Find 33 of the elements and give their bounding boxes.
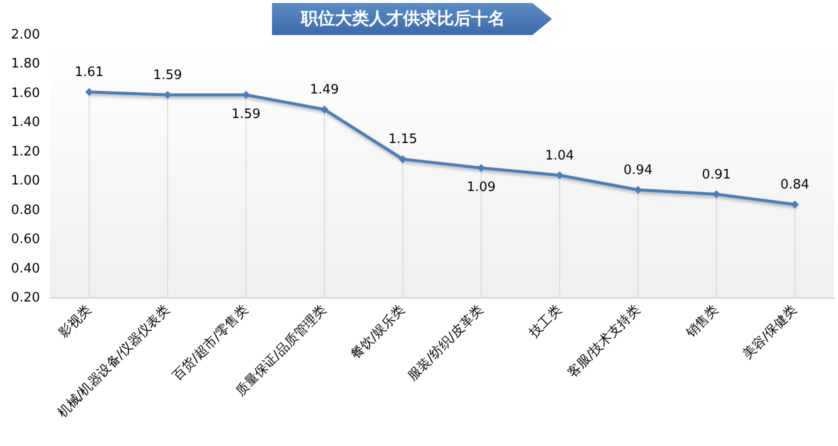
data-label: 1.59 [232,106,260,122]
y-tick-label: 0.40 [11,261,40,276]
point [398,155,407,164]
data-label: 1.49 [310,82,339,98]
y-tick-label: 1.20 [11,144,40,160]
data-label: 1.04 [545,148,574,164]
x-tick-label: 美容/保健类 [740,302,800,362]
y-tick-label: 1.00 [11,174,40,189]
x-tick-label: 销售类 [682,302,722,342]
point [320,106,328,114]
x-tick-label: 技工类 [526,302,565,342]
point [556,171,564,180]
chart-title: 职位大类人才供求比后十名 [300,8,506,31]
y-tick-label: 0.80 [11,202,40,218]
point [242,90,250,99]
data-label: 0.91 [702,167,731,182]
y-tick-label: 0.20 [11,290,40,306]
data-label: 1.61 [74,64,104,80]
data-label: 0.84 [780,177,810,192]
data-label: 1.15 [388,132,418,148]
point [477,164,486,172]
data-label: 0.94 [624,162,652,178]
x-tick-label: 客服/技术支持类 [564,302,644,381]
y-tick-label: 1.40 [11,115,40,130]
x-tick-label: 影视类 [56,302,95,341]
data-label: 1.59 [153,68,182,83]
y-tick-label: 1.60 [11,86,40,101]
data-label: 1.09 [466,180,496,195]
y-tick-label: 1.80 [11,56,40,72]
point [634,186,642,194]
y-tick-label: 0.60 [11,232,40,248]
y-tick-label: 2.00 [11,28,40,42]
point [790,200,799,208]
